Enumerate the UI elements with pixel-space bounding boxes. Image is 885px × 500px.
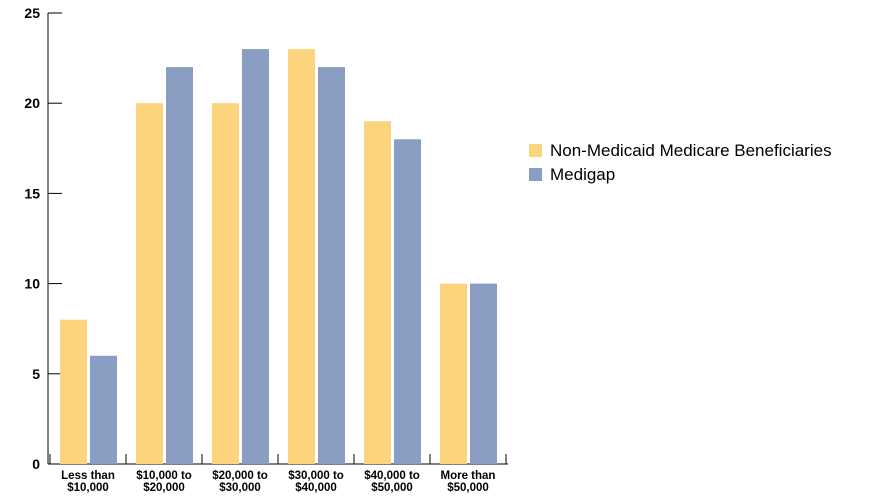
- y-tick-label: 5: [32, 366, 40, 382]
- legend-label-medigap: Medigap: [550, 165, 615, 184]
- x-category-label: Less than: [61, 470, 115, 482]
- legend: Non-Medicaid Medicare Beneficiaries Medig…: [529, 141, 832, 184]
- bars: [60, 49, 497, 465]
- bar-non-medicaid-0: [60, 319, 87, 464]
- x-category-label: $10,000: [67, 482, 109, 494]
- x-category-label: $20,000 to: [212, 470, 268, 482]
- bar-non-medicaid-2: [212, 103, 239, 464]
- bar-non-medicaid-4: [364, 121, 391, 465]
- x-category-label: $40,000 to: [364, 470, 420, 482]
- bar-non-medicaid-1: [136, 103, 163, 464]
- bar-medigap-0: [90, 355, 117, 464]
- y-tick-label: 10: [24, 276, 40, 292]
- x-category-label: $30,000: [219, 482, 261, 494]
- bar-medigap-1: [166, 67, 193, 465]
- bar-medigap-2: [242, 49, 269, 465]
- x-category-label: $50,000: [447, 482, 489, 494]
- x-category-label: $20,000: [143, 482, 185, 494]
- y-tick-label: 0: [32, 456, 40, 472]
- x-category-label: $30,000 to: [288, 470, 344, 482]
- bar-non-medicaid-5: [440, 283, 467, 464]
- x-category-label: More than: [441, 470, 496, 482]
- legend-swatch-medigap: [529, 168, 542, 181]
- bar-medigap-4: [394, 139, 421, 464]
- legend-label-non-medicaid: Non-Medicaid Medicare Beneficiaries: [550, 141, 832, 160]
- x-category-label: $40,000: [295, 482, 337, 494]
- bar-medigap-3: [318, 67, 345, 465]
- bar-medigap-5: [470, 283, 497, 464]
- y-tick-label: 25: [24, 5, 40, 21]
- x-category-label: $10,000 to: [136, 470, 192, 482]
- x-category-label: $50,000: [371, 482, 413, 494]
- legend-swatch-non-medicaid: [529, 144, 542, 157]
- y-tick-label: 15: [24, 185, 40, 201]
- bar-non-medicaid-3: [288, 49, 315, 465]
- y-tick-label: 20: [24, 95, 40, 111]
- axes: [47, 12, 508, 465]
